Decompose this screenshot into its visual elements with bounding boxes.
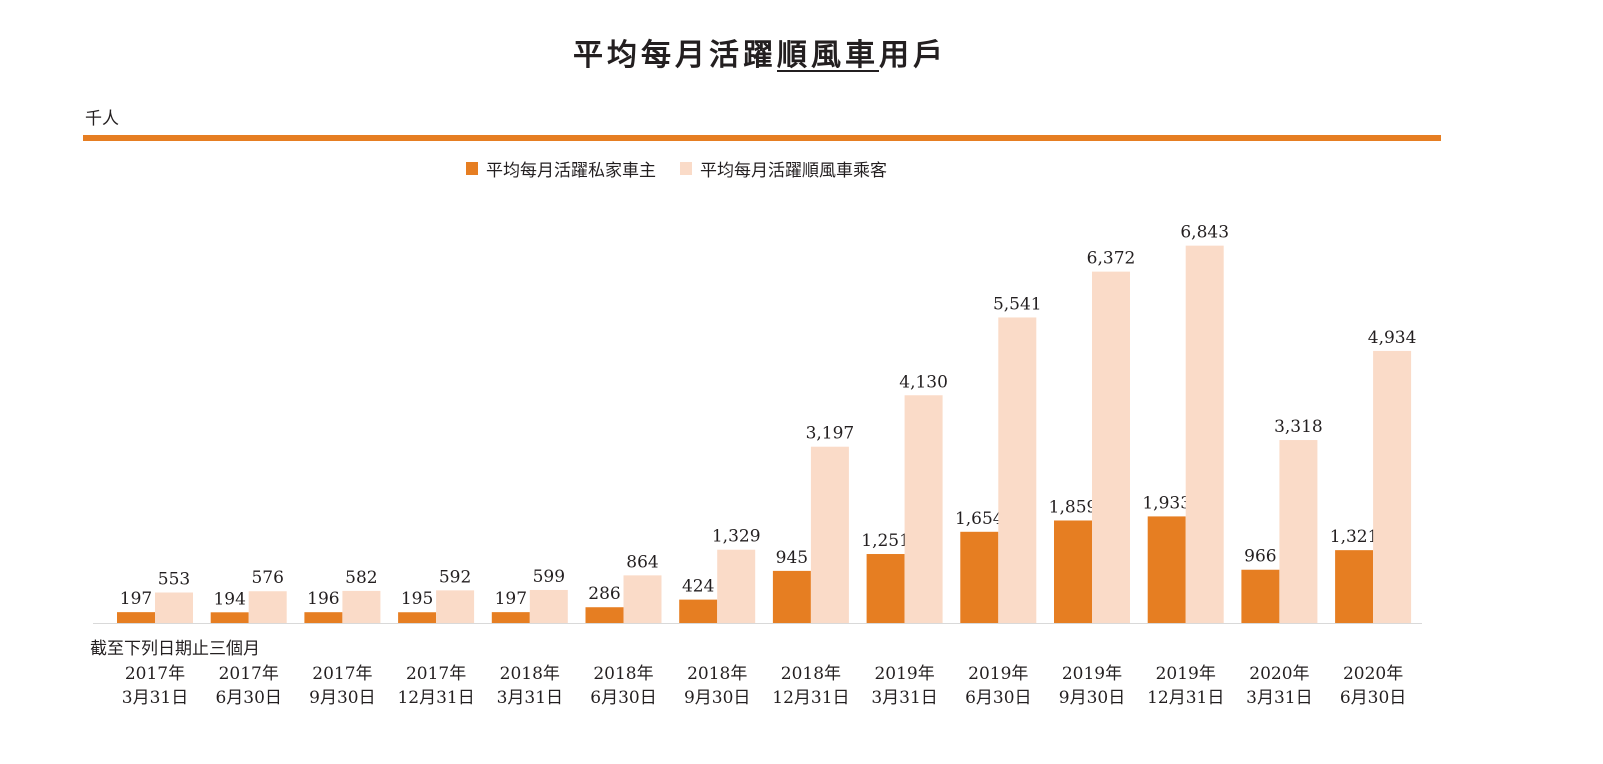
bar-passengers: [1279, 440, 1318, 623]
bar-passengers: [998, 317, 1037, 623]
x-tick-label: 6月30日: [590, 688, 656, 708]
bar-passengers: [810, 446, 849, 623]
legend-item-drivers: 平均每月活躍私家車主: [466, 156, 656, 181]
data-label: 197: [120, 589, 152, 609]
data-label: 194: [213, 589, 245, 609]
data-label: 4,130: [899, 372, 948, 392]
data-label: 6,843: [1180, 223, 1229, 243]
x-tick-label: 6月30日: [965, 688, 1031, 708]
x-tick-label: 2017年: [125, 664, 185, 684]
data-label: 945: [776, 548, 808, 568]
title-underlined-part: 順風車: [777, 38, 879, 73]
x-tick-label: 2017年: [406, 664, 466, 684]
bar-drivers: [772, 570, 811, 623]
bar-drivers: [210, 612, 249, 623]
bar-drivers: [117, 612, 155, 623]
bar-drivers: [491, 612, 530, 623]
bar-passengers: [436, 590, 475, 623]
data-label: 3,197: [806, 424, 855, 444]
data-label: 1,321: [1330, 527, 1379, 547]
x-tick-label: 3月31日: [1246, 688, 1312, 708]
bar-passengers: [623, 575, 662, 623]
x-tick-label: 2018年: [593, 664, 653, 684]
bar-passengers: [904, 395, 943, 623]
x-tick-label: 3月31日: [122, 688, 188, 708]
data-label: 196: [307, 589, 339, 609]
x-tick-label: 3月31日: [871, 688, 937, 708]
data-label: 5,541: [993, 294, 1042, 314]
bar-drivers: [585, 607, 624, 623]
bar-drivers: [1147, 516, 1186, 623]
title-part: 平均每月活躍: [573, 38, 777, 73]
data-label: 966: [1244, 547, 1276, 567]
bar-passengers: [248, 591, 287, 623]
x-tick-label: 2018年: [500, 664, 560, 684]
bar-drivers: [398, 612, 437, 623]
x-tick-label: 2018年: [781, 664, 841, 684]
bar-drivers: [866, 554, 905, 623]
bar-drivers: [1241, 569, 1280, 623]
x-tick-label: 9月30日: [309, 688, 375, 708]
x-tick-label: 12月31日: [397, 688, 474, 708]
x-tick-label: 2020年: [1343, 664, 1403, 684]
x-tick-label: 6月30日: [1340, 688, 1406, 708]
data-label: 1,654: [955, 509, 1004, 529]
orange-divider: [83, 135, 1441, 141]
x-tick-label: 2019年: [968, 664, 1028, 684]
chart-title: 平均每月活躍順風車用戶: [0, 30, 1520, 74]
data-label: 1,933: [1142, 493, 1191, 513]
bar-passengers: [342, 590, 381, 623]
x-tick-label: 2019年: [874, 664, 934, 684]
legend-item-passengers: 平均每月活躍順風車乘客: [680, 156, 887, 181]
legend-swatch: [466, 162, 478, 175]
x-axis-label: 截至下列日期止三個月: [90, 639, 260, 659]
legend-label: 平均每月活躍私家車主: [486, 161, 656, 181]
x-tick-label: 2019年: [1062, 664, 1122, 684]
bar-drivers: [1335, 550, 1374, 623]
data-label: 599: [533, 567, 565, 587]
unit-label: 千人: [85, 109, 119, 129]
bar-drivers: [304, 612, 343, 623]
bar-passengers: [1092, 271, 1130, 623]
x-tick-label: 12月31日: [1147, 688, 1224, 708]
data-label: 1,329: [712, 527, 761, 547]
x-tick-label: 2018年: [687, 664, 747, 684]
data-label: 4,934: [1368, 328, 1417, 348]
bar-passengers: [529, 589, 568, 623]
data-label: 3,318: [1274, 417, 1323, 437]
data-label: 1,859: [1049, 497, 1098, 517]
data-label: 576: [251, 568, 283, 588]
data-label: 195: [401, 589, 433, 609]
legend-swatch: [680, 162, 692, 175]
data-label: 864: [626, 552, 658, 572]
x-tick-label: 2020年: [1249, 664, 1309, 684]
legend: 平均每月活躍私家車主 平均每月活躍順風車乘客: [466, 156, 887, 181]
data-label: 592: [439, 567, 471, 587]
data-label: 582: [345, 568, 377, 588]
data-label: 197: [495, 589, 527, 609]
x-tick-label: 9月30日: [684, 688, 750, 708]
legend-label: 平均每月活躍順風車乘客: [700, 161, 887, 181]
bar-passengers: [155, 592, 193, 623]
x-tick-label: 3月31日: [497, 688, 563, 708]
bar-drivers: [960, 531, 999, 623]
x-tick-label: 12月31日: [772, 688, 849, 708]
title-part: 用戶: [879, 38, 947, 73]
data-label: 6,372: [1087, 249, 1136, 269]
x-tick-label: 9月30日: [1059, 688, 1125, 708]
x-tick-label: 2017年: [219, 664, 279, 684]
bar-passengers: [1185, 245, 1224, 624]
bar-passengers: [717, 549, 756, 623]
data-label: 553: [158, 570, 190, 590]
x-tick-label: 2017年: [312, 664, 372, 684]
data-label: 424: [682, 577, 714, 597]
x-tick-label: 6月30日: [215, 688, 281, 708]
data-label: 1,251: [861, 531, 910, 551]
bar-drivers: [1054, 520, 1092, 623]
bar-drivers: [679, 599, 718, 623]
data-label: 286: [588, 584, 620, 604]
x-tick-label: 2019年: [1156, 664, 1216, 684]
bar-passengers: [1373, 350, 1412, 623]
